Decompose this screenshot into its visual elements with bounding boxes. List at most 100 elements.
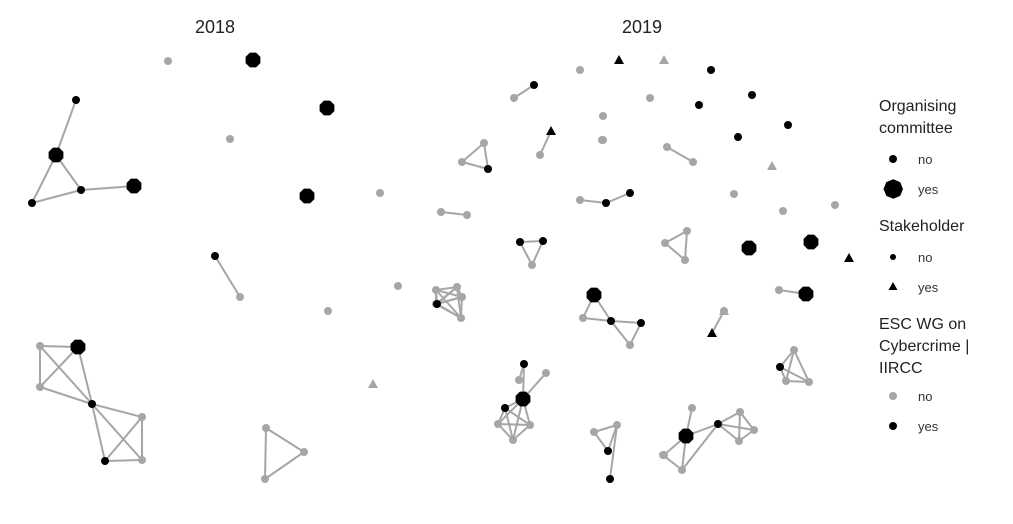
- network-node: [70, 339, 86, 355]
- edges-2019: [461, 84, 810, 480]
- network-node: [803, 234, 819, 250]
- network-edge: [609, 424, 618, 480]
- network-edge: [264, 451, 305, 480]
- network-node: [138, 456, 146, 464]
- network-edge: [519, 241, 533, 266]
- network-edge: [664, 230, 688, 244]
- network-node: [368, 379, 378, 388]
- network-edge: [793, 349, 810, 383]
- network-node: [526, 421, 534, 429]
- network-node: [614, 55, 624, 64]
- network-node: [245, 52, 261, 68]
- network-node: [646, 94, 654, 102]
- legend-oc-yes-swatch: [883, 179, 903, 199]
- legend-stakeholder-yes-swatch: [888, 282, 898, 290]
- network-edge: [717, 423, 740, 442]
- network-node: [515, 391, 531, 407]
- network-edge: [664, 242, 686, 261]
- network-edge: [666, 146, 694, 163]
- network-edge: [436, 303, 462, 319]
- network-node: [299, 188, 315, 204]
- network-edge: [579, 199, 607, 204]
- network-node: [458, 293, 466, 301]
- network-edge: [681, 423, 719, 471]
- network-edge: [435, 289, 462, 319]
- network-node: [579, 314, 587, 322]
- network-edge: [483, 142, 489, 170]
- network-edge: [717, 411, 741, 425]
- network-node: [678, 428, 694, 444]
- network-node: [720, 307, 728, 315]
- network-edge: [779, 366, 810, 383]
- network-edge: [440, 211, 468, 216]
- network-edge: [39, 346, 79, 388]
- network-edge: [104, 416, 143, 462]
- network-edge: [55, 99, 77, 156]
- legend-esc-title-line2: Cybercrime |: [879, 338, 969, 355]
- network-node: [530, 81, 538, 89]
- network-node: [831, 201, 839, 209]
- network-node: [576, 196, 584, 204]
- network-node: [714, 420, 722, 428]
- legend-esc-yes-swatch: [889, 422, 897, 430]
- network-node: [36, 342, 44, 350]
- network-node: [480, 139, 488, 147]
- network-edge: [738, 411, 741, 442]
- network-node: [494, 420, 502, 428]
- network-edge: [436, 296, 463, 305]
- network-node: [211, 252, 219, 260]
- network-node: [599, 136, 607, 144]
- network-node: [736, 408, 744, 416]
- network-node: [261, 475, 269, 483]
- network-edge: [436, 286, 458, 305]
- legend-oc-yes-label: yes: [918, 182, 939, 197]
- network-node: [164, 57, 172, 65]
- legend-esc-no-swatch: [889, 392, 897, 400]
- network-node: [324, 307, 332, 315]
- network-node: [484, 165, 492, 173]
- network-node: [510, 94, 518, 102]
- legend-stakeholder-no-label: no: [918, 250, 932, 265]
- network-node: [626, 189, 634, 197]
- network-edge: [605, 192, 631, 204]
- network-node: [607, 317, 615, 325]
- network-node: [776, 363, 784, 371]
- network-edge: [461, 142, 485, 163]
- network-node: [767, 161, 777, 170]
- network-edge: [104, 459, 143, 462]
- network-node: [586, 287, 602, 303]
- network-node: [750, 426, 758, 434]
- network-edge: [91, 403, 143, 461]
- network-node: [48, 147, 64, 163]
- panel-title-2019: 2019: [622, 17, 662, 37]
- network-node: [734, 133, 742, 141]
- network-edge: [531, 240, 544, 266]
- network-edge: [497, 423, 531, 426]
- network-node: [546, 126, 556, 135]
- legend-stakeholder-no-swatch: [890, 254, 896, 260]
- network-edge: [39, 345, 93, 405]
- network-node: [659, 55, 669, 64]
- network-node: [678, 466, 686, 474]
- network-node: [730, 190, 738, 198]
- legend-oc-no-swatch: [889, 155, 897, 163]
- network-node: [637, 319, 645, 327]
- network-node: [798, 286, 814, 302]
- network-edge: [684, 230, 688, 261]
- network-edge: [39, 386, 93, 405]
- legend-esc-title-line1: ESC WG on: [879, 316, 966, 333]
- network-node: [626, 341, 634, 349]
- network-node: [437, 208, 445, 216]
- nodes-2018: [28, 52, 471, 483]
- network-node: [457, 314, 465, 322]
- network-node: [775, 286, 783, 294]
- network-edge: [610, 320, 631, 346]
- network-node: [528, 261, 536, 269]
- network-node: [542, 369, 550, 377]
- network-edge: [610, 320, 642, 324]
- network-edge: [77, 346, 93, 405]
- legend-stakeholder-yes-label: yes: [918, 280, 939, 295]
- network-node: [88, 400, 96, 408]
- network-node: [226, 135, 234, 143]
- network-node: [805, 378, 813, 386]
